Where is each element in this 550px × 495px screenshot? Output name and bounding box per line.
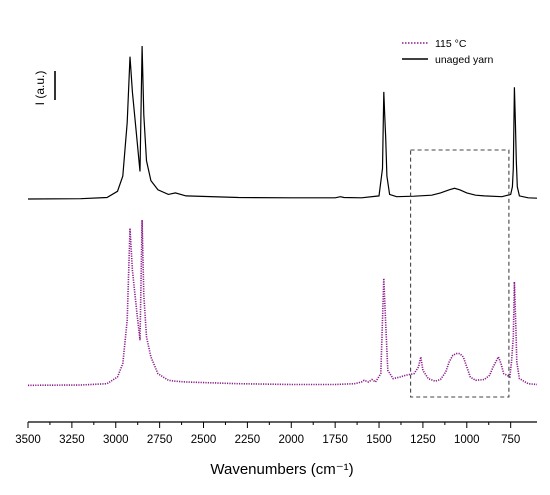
x-axis: 3500 3250 3000 2750 2500 2250 2000 1750 1500 1250… (15, 421, 537, 478)
x-tick-label: 2250 (235, 434, 261, 446)
x-tick-label: 2500 (191, 434, 217, 446)
x-tick-label: 1000 (454, 434, 480, 446)
x-tick-label: 1750 (322, 434, 348, 446)
x-tick-label: 2000 (278, 434, 304, 446)
highlight-box (410, 149, 510, 398)
legend-label-unaged-yarn: unaged yarn (435, 54, 494, 66)
series-line-115c (27, 219, 538, 387)
x-tick-label: 1500 (366, 434, 392, 446)
x-tick-label: 1250 (410, 434, 436, 446)
legend-label-115c: 115 °C (435, 38, 467, 50)
y-axis-label: I (a.u.) (33, 71, 47, 106)
x-tick-label: 2750 (147, 434, 173, 446)
x-axis-title: Wavenumbers (cm⁻¹) (210, 461, 353, 478)
x-tick-label: 3000 (103, 434, 129, 446)
spectrum-traces (27, 45, 538, 387)
x-tick-label: 3250 (59, 434, 85, 446)
legend: 115 °C unaged yarn (402, 38, 494, 66)
x-tick-label: 750 (501, 434, 520, 446)
intensity-scale-bar: I (a.u.) (33, 71, 56, 106)
series-line-unaged-yarn (27, 45, 538, 200)
x-axis-ticks: 3500 3250 3000 2750 2500 2250 2000 1750 1500 1250… (15, 422, 520, 446)
x-tick-label: 3500 (15, 434, 41, 446)
